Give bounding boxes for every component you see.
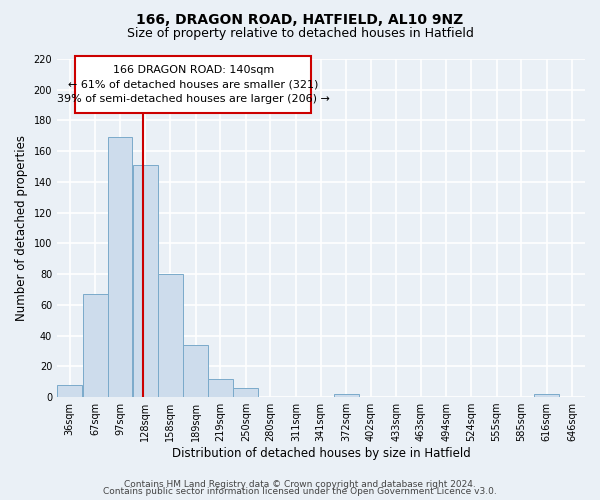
- Bar: [107, 138, 133, 397]
- Bar: [535, 394, 559, 397]
- Bar: [133, 165, 158, 397]
- Text: 166, DRAGON ROAD, HATFIELD, AL10 9NZ: 166, DRAGON ROAD, HATFIELD, AL10 9NZ: [136, 12, 464, 26]
- Bar: [183, 345, 208, 397]
- Bar: [58, 385, 82, 397]
- Text: Size of property relative to detached houses in Hatfield: Size of property relative to detached ho…: [127, 28, 473, 40]
- Text: Contains HM Land Registry data © Crown copyright and database right 2024.: Contains HM Land Registry data © Crown c…: [124, 480, 476, 489]
- Bar: [334, 394, 359, 397]
- Y-axis label: Number of detached properties: Number of detached properties: [15, 135, 28, 321]
- Bar: [158, 274, 182, 397]
- Bar: [233, 388, 258, 397]
- Text: 166 DRAGON ROAD: 140sqm
← 61% of detached houses are smaller (321)
39% of semi-d: 166 DRAGON ROAD: 140sqm ← 61% of detache…: [57, 64, 329, 104]
- Text: Contains public sector information licensed under the Open Government Licence v3: Contains public sector information licen…: [103, 488, 497, 496]
- X-axis label: Distribution of detached houses by size in Hatfield: Distribution of detached houses by size …: [172, 447, 470, 460]
- Bar: [208, 378, 233, 397]
- Bar: [83, 294, 107, 397]
- Bar: [75, 56, 311, 113]
